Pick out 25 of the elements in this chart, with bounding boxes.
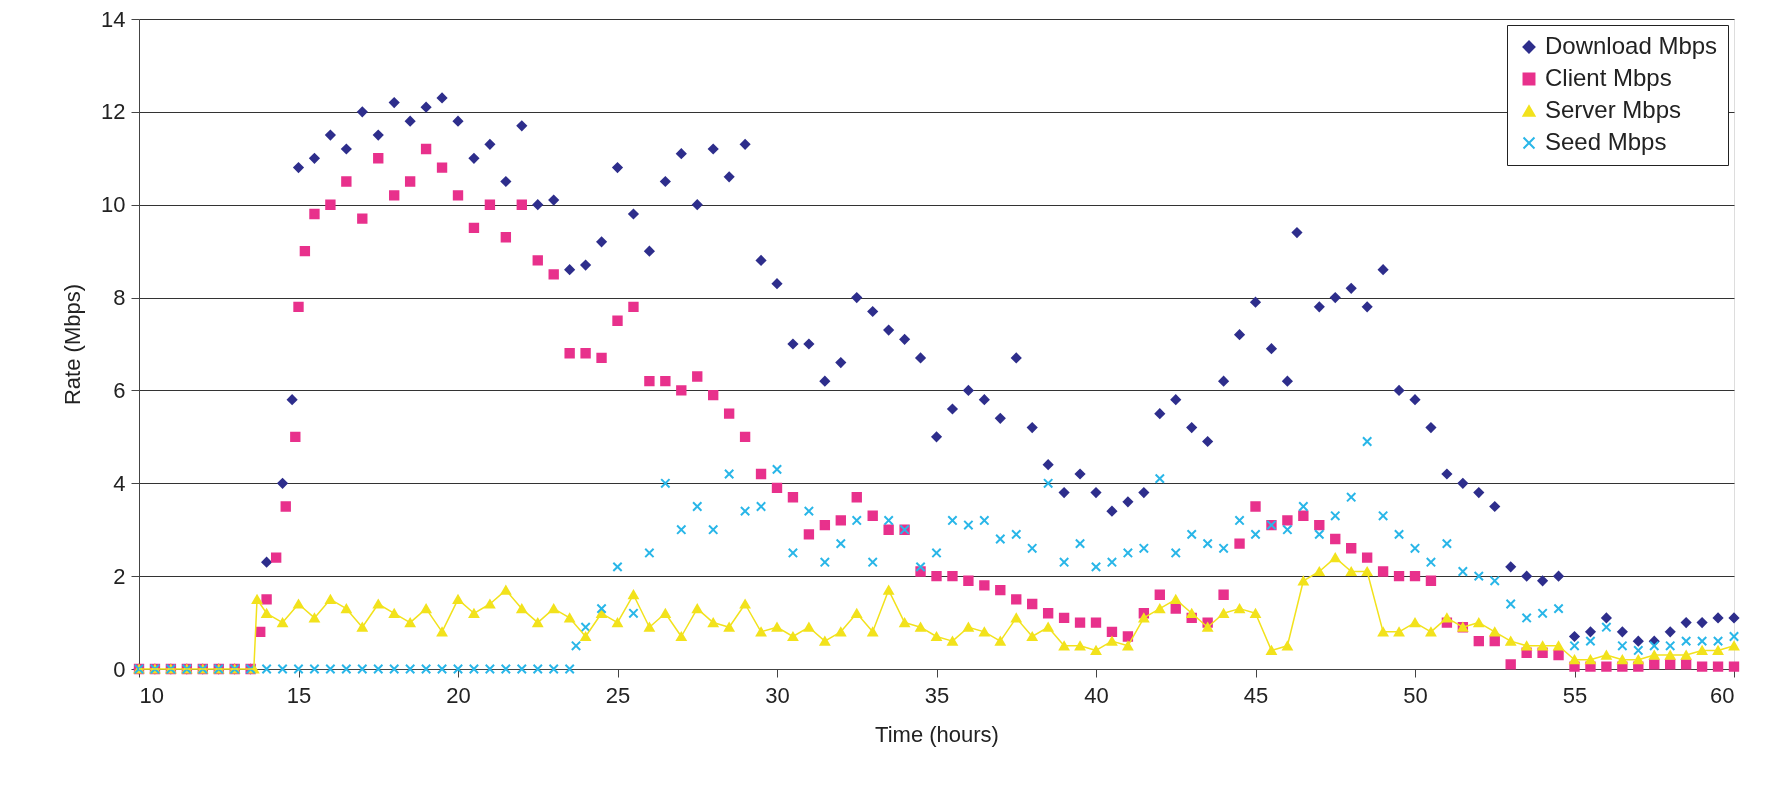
y-tick-label: 0 <box>113 656 126 682</box>
x-tick-label: 45 <box>1243 682 1269 708</box>
y-tick-label: 2 <box>113 563 126 589</box>
x-axis-title: Time (hours) <box>875 721 999 747</box>
x-tick-label: 60 <box>1710 682 1735 708</box>
x-tick-label: 25 <box>605 682 631 708</box>
y-tick-label: 8 <box>113 285 126 311</box>
x-tick-label: 50 <box>1403 682 1428 708</box>
y-tick-label: 6 <box>113 377 126 403</box>
x-tick-label: 40 <box>1084 682 1109 708</box>
legend-label: Server Mbps <box>1545 96 1682 123</box>
y-tick-label: 10 <box>101 192 126 218</box>
y-tick-label: 14 <box>101 6 126 32</box>
y-axis-title: Rate (Mbps) <box>60 283 86 406</box>
x-tick-label: 20 <box>446 682 471 708</box>
y-tick-label: 12 <box>101 99 126 125</box>
x-tick-label: 10 <box>139 682 164 708</box>
x-tick-label: 15 <box>286 682 312 708</box>
legend-label: Client Mbps <box>1545 64 1672 91</box>
x-tick-label: 35 <box>924 682 950 708</box>
x-tick-label: 55 <box>1562 682 1588 708</box>
legend-label: Seed Mbps <box>1545 128 1667 155</box>
y-tick-label: 4 <box>113 470 126 496</box>
x-tick-label: 30 <box>765 682 790 708</box>
legend-label: Download Mbps <box>1545 32 1718 59</box>
